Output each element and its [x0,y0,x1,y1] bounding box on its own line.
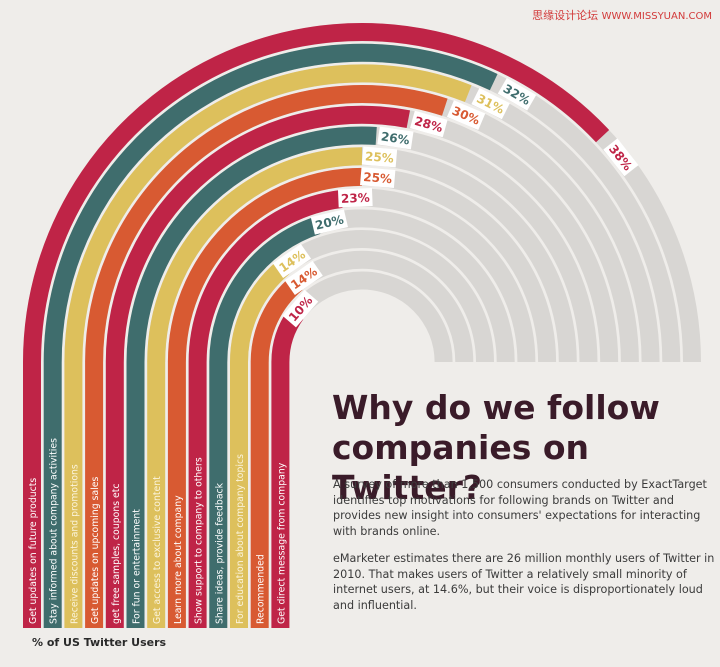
value-label-text: 23% [341,191,370,206]
value-label: 23% [337,188,373,208]
bar [250,276,303,628]
category-label: get free samples, coupons etc [111,483,122,624]
intro-paragraph: A survey of more than 1,500 consumers co… [333,478,707,538]
category-label: Recommended [256,554,267,624]
value-label-box [603,138,639,177]
bar [209,216,321,628]
value-label-box [284,260,323,296]
page-title: Why do we follow companies on Twitter? [332,388,660,507]
category-label: Share ideas, provide feedback [214,482,225,624]
category-label: For fun or entertainment [132,509,143,624]
bar [147,147,363,628]
value-label-text: 26% [380,129,410,147]
value-label-box [497,78,537,111]
bar [64,64,472,628]
value-labels: 38%32%31%30%28%26%25%25%23%20%14%14%10% [272,78,639,328]
bar [126,126,377,628]
value-label: 20% [310,209,348,235]
category-label: Receive discounts and promotions [69,464,80,624]
bar [230,260,290,628]
value-label-box [272,243,312,278]
value-label-box [471,88,510,120]
value-label: 25% [360,167,396,188]
value-label-text: 25% [365,149,395,165]
watermark-url: WWW.MISSYUAN.COM [601,11,712,22]
stats-paragraph: eMarketer estimates there are 26 million… [333,552,715,612]
value-label: 28% [409,110,448,138]
value-label-box [282,289,319,328]
category-label: Get updates on upcoming sales [90,477,101,624]
value-label-text: 20% [314,212,345,232]
bar [105,105,410,628]
value-label-box [337,188,373,208]
value-label-box [310,209,348,235]
bar [23,23,610,628]
unit-footnote: % of US Twitter Users [32,636,167,649]
value-label-box [360,167,396,188]
value-label: 25% [361,146,398,168]
category-label: Get updates on future products [28,478,39,624]
bar [85,85,448,628]
bars [23,23,610,628]
value-label-text: 25% [363,170,393,186]
category-label: Show support to company to others [194,457,205,624]
bar [188,189,343,628]
value-label-box [446,100,486,131]
value-label-box [361,146,398,168]
bar [167,167,363,628]
value-label: 26% [377,126,414,150]
category-label: Get access to exclusive content [152,476,163,624]
category-label: Learn more about company [173,495,184,624]
bar [43,43,498,628]
watermark-cn: 思缘设计论坛 [532,9,599,22]
category-label: For education about company topics [235,454,246,624]
category-labels: Get updates on future products Stay infor… [28,438,287,624]
value-label-box [377,126,414,150]
category-label: Get direct message from company [276,462,287,624]
category-label: Stay informed about company activities [49,438,60,624]
value-label-box [409,110,448,138]
watermark: 思缘设计论坛 WWW.MISSYUAN.COM [532,7,712,23]
